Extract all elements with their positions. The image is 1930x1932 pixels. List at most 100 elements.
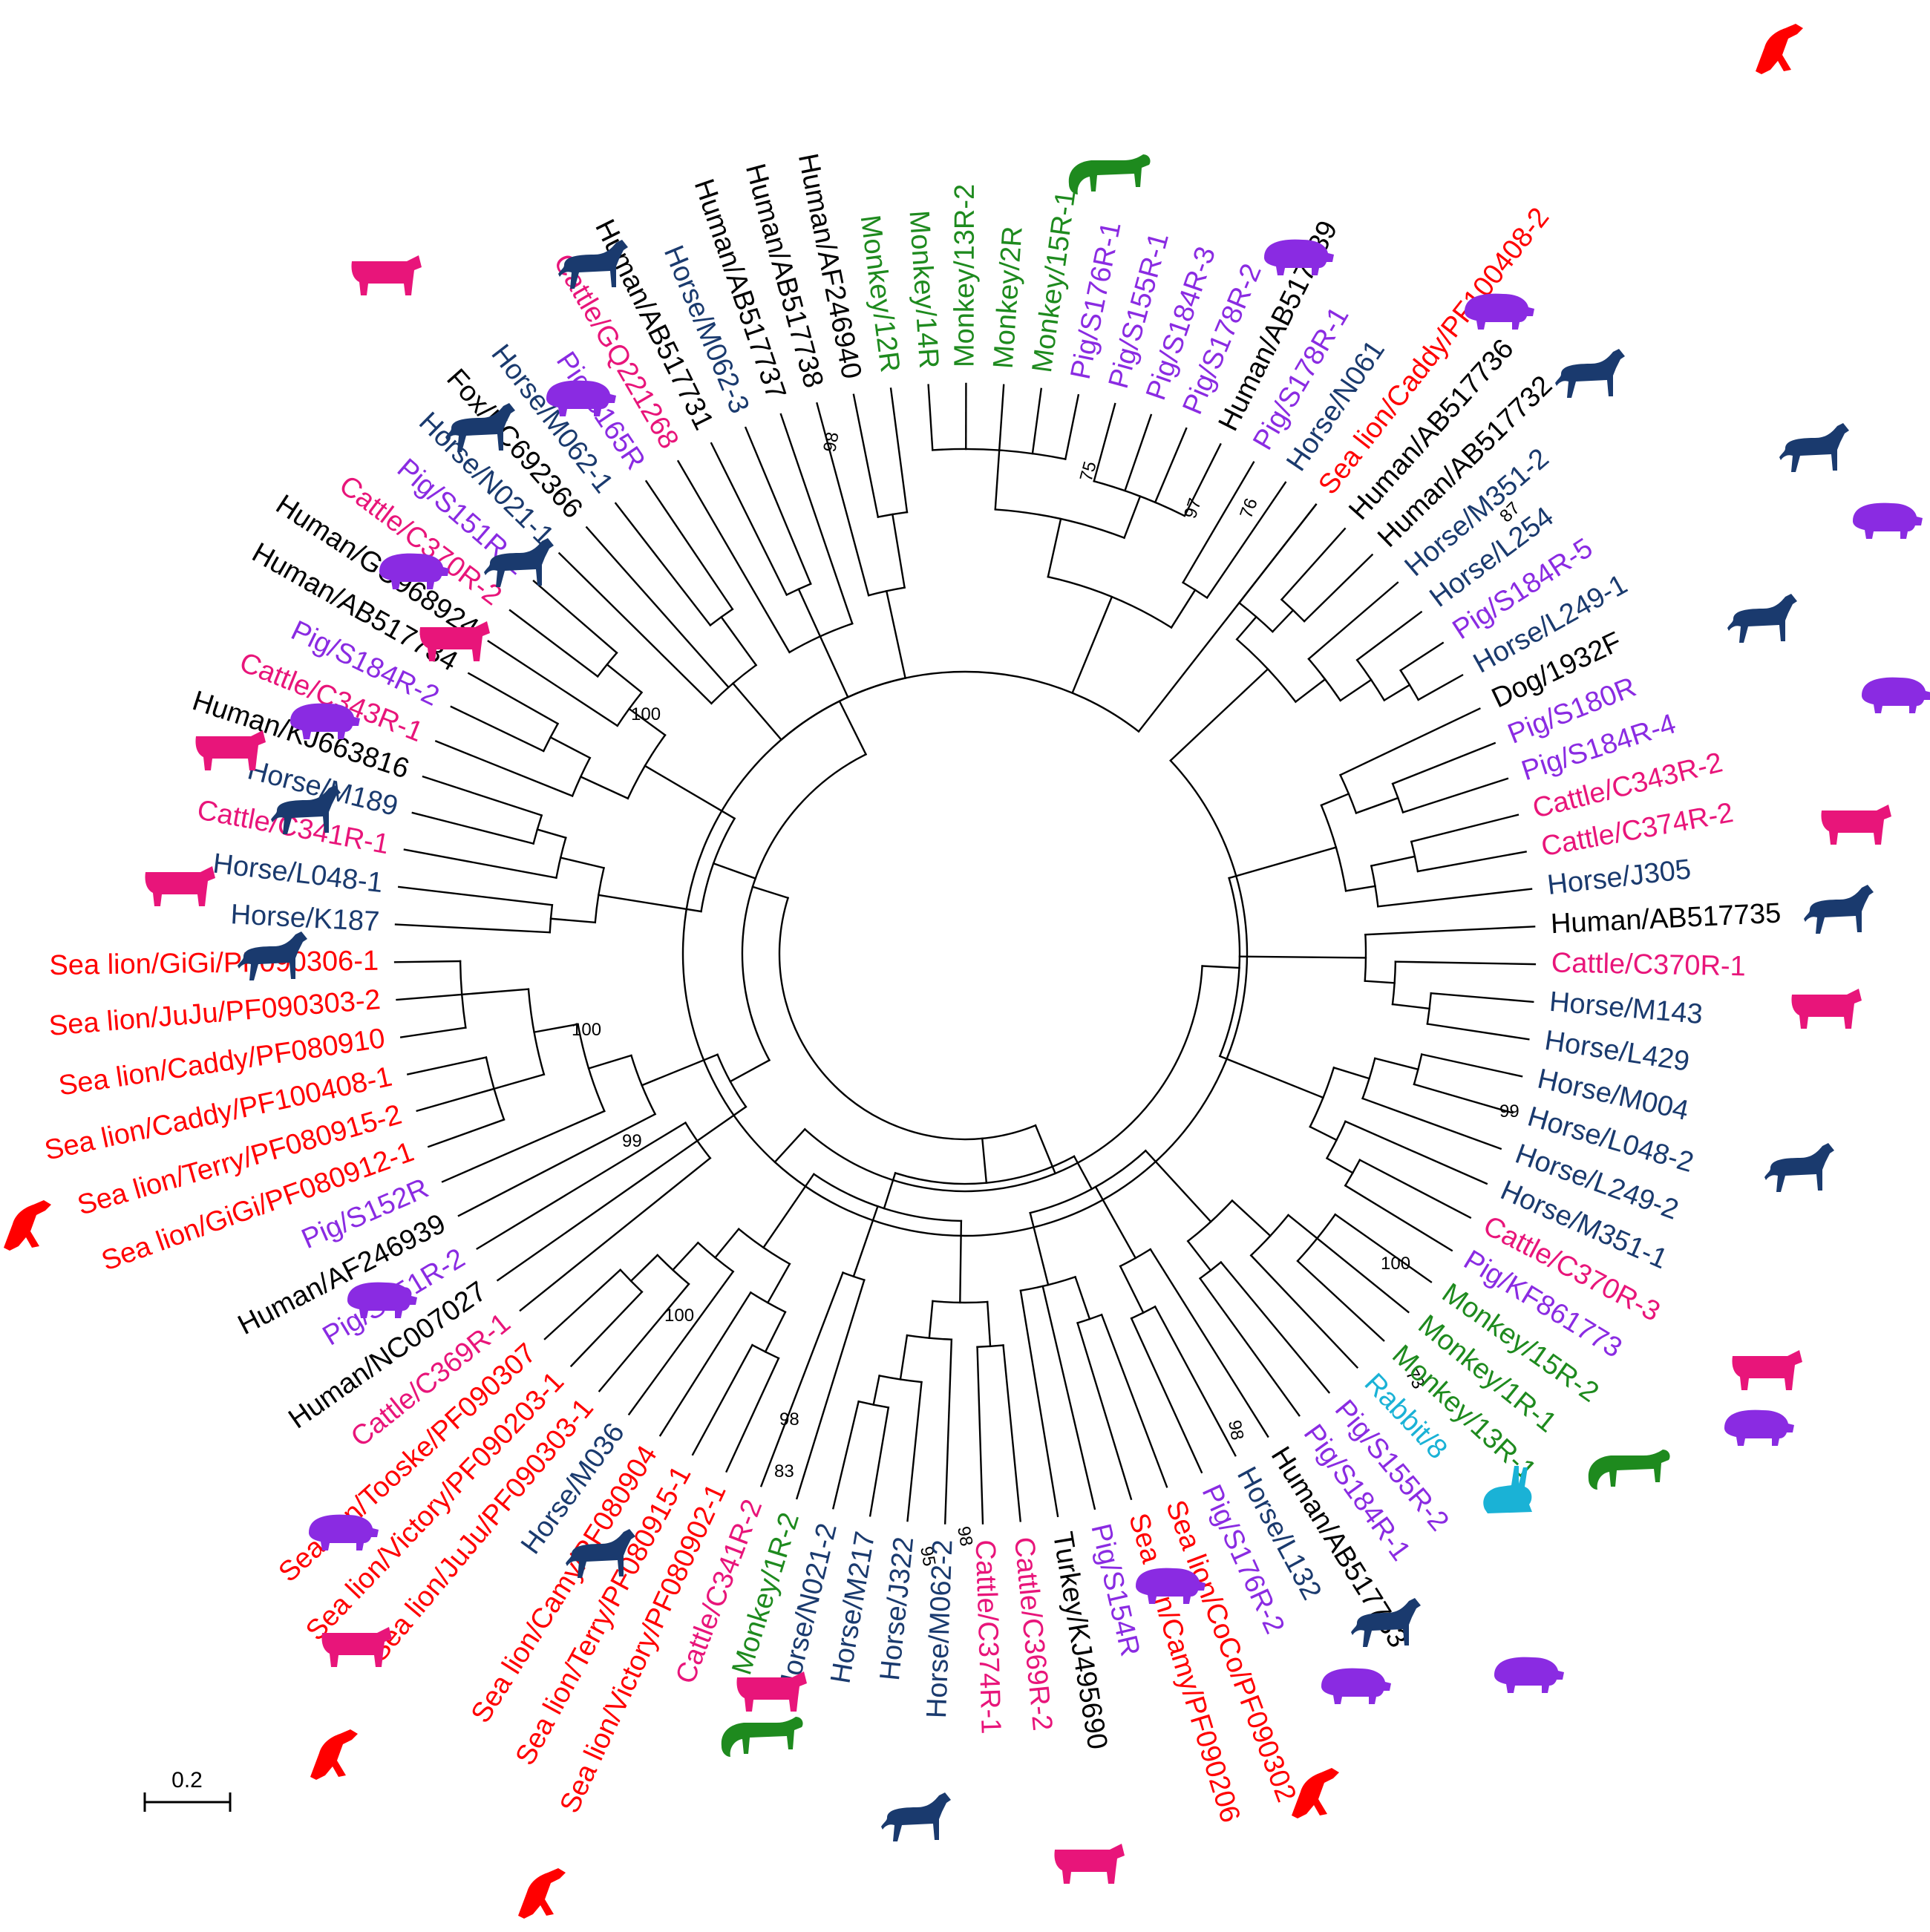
- tree-branch: [1073, 1155, 1093, 1191]
- tree-branch: [872, 1374, 881, 1407]
- pig-icon: [1862, 677, 1930, 713]
- cattle-icon: [1821, 805, 1891, 845]
- tree-branch: [1228, 846, 1338, 880]
- tree-branch: [1154, 427, 1188, 504]
- tree-branch: [1320, 792, 1350, 807]
- leaf-label: Horse/M062-2: [921, 1539, 958, 1719]
- leaf-label: Human/AB517735: [1550, 898, 1782, 940]
- horse-icon: [271, 785, 341, 834]
- pig-icon: [379, 553, 449, 589]
- tree-branch: [1182, 461, 1255, 584]
- tree-branch: [1338, 707, 1481, 776]
- tree-branch: [1149, 1248, 1269, 1438]
- tree-branch: [476, 1121, 687, 1251]
- horse-icon: [484, 538, 554, 587]
- cattle-icon: [1791, 989, 1862, 1029]
- tree-branch: [1123, 413, 1153, 492]
- tree-branch: [712, 862, 757, 880]
- bootstrap-value: 99: [622, 1131, 642, 1151]
- tree-branch: [885, 589, 907, 680]
- tree-branch: [1383, 684, 1411, 702]
- horse-icon: [445, 403, 515, 452]
- tree-branch: [549, 736, 592, 759]
- bootstrap-value: 75: [1076, 459, 1101, 484]
- tree-branch: [1294, 678, 1327, 704]
- pig-icon: [1264, 239, 1334, 275]
- tree-branch: [899, 1334, 909, 1381]
- tree-branch: [906, 1381, 923, 1522]
- tree-branch: [406, 1056, 488, 1075]
- tree-branch: [676, 459, 791, 654]
- bootstrap-value: 76: [1236, 496, 1262, 521]
- tree-branch: [549, 917, 597, 924]
- tree-branch: [779, 413, 854, 625]
- tree-branch: [1034, 1124, 1057, 1175]
- tree-branch: [713, 1228, 740, 1260]
- horse-icon: [1351, 1598, 1421, 1647]
- tree-branch: [819, 635, 849, 698]
- tree-branch: [1391, 741, 1496, 785]
- tree-branch: [585, 525, 730, 689]
- bootstrap-value: 83: [774, 1461, 794, 1481]
- scale-bar: 0.2: [143, 1768, 232, 1812]
- tree-branch: [883, 1171, 897, 1210]
- cattle-icon: [145, 866, 215, 906]
- tree-branch: [986, 1300, 992, 1348]
- bootstrap-value: 100: [572, 1020, 601, 1040]
- pig-icon: [1494, 1657, 1564, 1693]
- horse-icon: [881, 1792, 951, 1841]
- tree-branch: [773, 1127, 806, 1164]
- horse-icon: [1555, 349, 1625, 398]
- tree-branch: [759, 1271, 845, 1487]
- tree-branch: [397, 885, 554, 906]
- tree-branch: [696, 1105, 748, 1142]
- tree-branch: [927, 384, 934, 451]
- tree-branch: [1119, 1265, 1145, 1314]
- tree-branch: [1206, 481, 1287, 600]
- tree-branch: [1394, 960, 1537, 966]
- leaf-label: Horse/M143: [1548, 986, 1704, 1030]
- tree-branch: [671, 1241, 700, 1271]
- rabbit-icon: [1483, 1466, 1532, 1513]
- tree-branch: [1002, 1344, 1021, 1522]
- pig-icon: [1321, 1668, 1391, 1704]
- tree-branch: [644, 479, 734, 611]
- tree-branch: [434, 740, 574, 798]
- tree-branch: [1303, 553, 1374, 623]
- tree-branch: [1144, 1149, 1212, 1223]
- bootstrap-value: 98: [1224, 1418, 1247, 1441]
- tree-branch: [1355, 610, 1423, 661]
- tree-branch: [1332, 1066, 1371, 1080]
- tree-branch: [762, 1173, 816, 1249]
- tree-branch: [1325, 1156, 1354, 1174]
- leaf-labels: Sea lion/Caddy/PF100408-2Human/AB517736H…: [42, 151, 1782, 1826]
- tree-branch: [816, 402, 870, 597]
- tree-branch: [1401, 777, 1509, 814]
- tree-branch: [441, 1110, 606, 1183]
- cattle-icon: [1732, 1350, 1802, 1390]
- tree-branch: [1198, 1277, 1301, 1417]
- tree-branch: [1064, 393, 1080, 461]
- tree-branch: [981, 1137, 988, 1184]
- tree-branch: [1271, 609, 1295, 633]
- horse-icon: [1804, 885, 1874, 934]
- tree-branch: [1370, 855, 1416, 867]
- tree-branch: [1344, 1120, 1488, 1185]
- tree-branch: [1249, 1254, 1359, 1369]
- tree-branch: [1094, 1185, 1137, 1260]
- horse-icon: [1779, 423, 1849, 472]
- leaf-label: Cattle/C374R-1: [969, 1539, 1007, 1735]
- monkey-icon: [1588, 1450, 1670, 1490]
- tree-branch: [1122, 495, 1142, 540]
- leaf-label: Cattle/C369R-2: [1008, 1536, 1058, 1732]
- tree-branch: [487, 640, 619, 727]
- tree-branch: [644, 764, 736, 820]
- tree-branch: [1309, 1125, 1338, 1142]
- tree-branch: [1047, 517, 1062, 578]
- horse-icon: [1727, 594, 1797, 643]
- tree-branch: [460, 988, 530, 996]
- bootstrap-value: 98: [820, 430, 843, 453]
- tree-branch: [998, 384, 1005, 451]
- tree-branch: [852, 393, 880, 518]
- tree-branch: [838, 700, 868, 756]
